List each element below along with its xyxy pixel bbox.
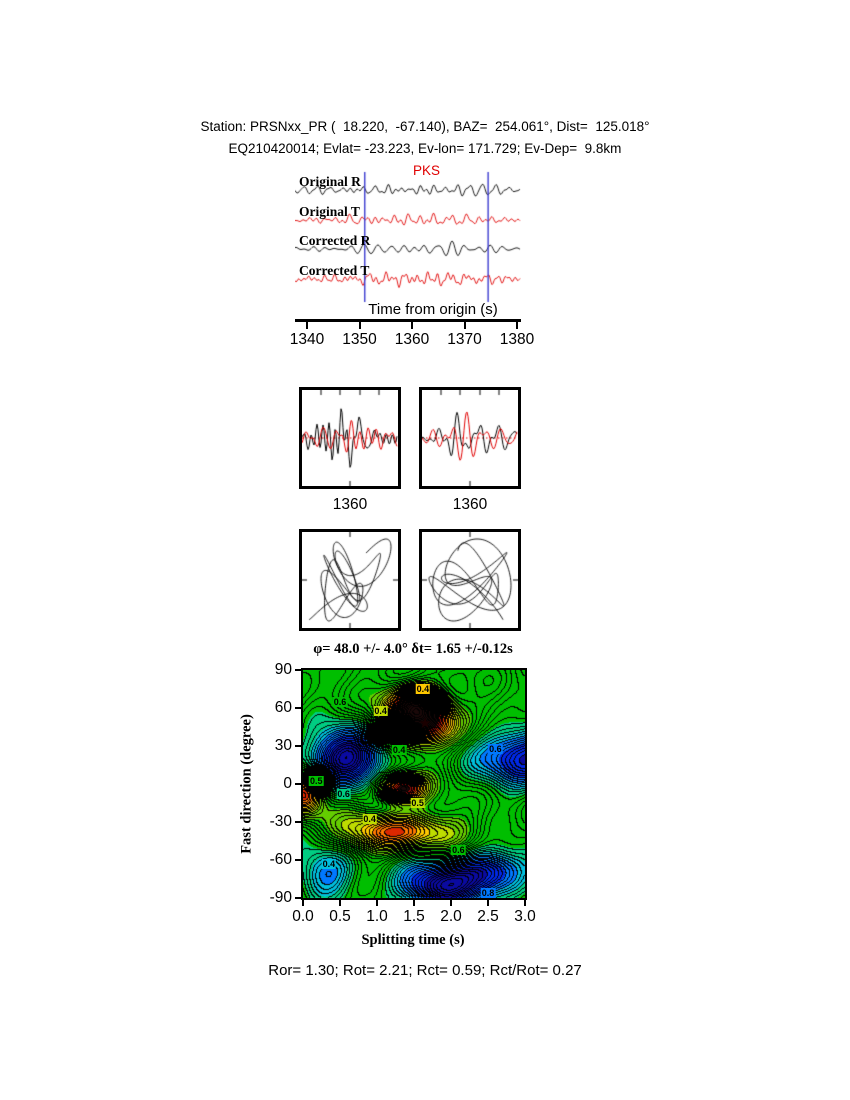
zoom-right-tick-label: 1360 bbox=[452, 496, 488, 513]
particle-motion-left bbox=[299, 529, 401, 631]
trace-label-original-r: Original R bbox=[299, 174, 361, 189]
misfit-y-tick-label: -60 bbox=[269, 851, 292, 868]
misfit-map-canvas bbox=[303, 670, 525, 898]
misfit-y-tick bbox=[295, 707, 301, 709]
misfit-x-tick bbox=[487, 900, 489, 906]
misfit-y-tick bbox=[295, 897, 301, 899]
contour-label: 0.4 bbox=[373, 705, 388, 716]
misfit-x-tick bbox=[302, 900, 304, 906]
time-axis-tick-label: 1350 bbox=[342, 331, 377, 348]
contour-label: 0.6 bbox=[332, 696, 348, 707]
contour-label: 0.8 bbox=[480, 887, 496, 898]
misfit-y-tick-label: 60 bbox=[274, 699, 292, 716]
zoom-window-right-canvas bbox=[422, 390, 518, 486]
misfit-y-tick bbox=[295, 821, 301, 823]
particle-motion-right bbox=[419, 529, 521, 631]
misfit-x-tick bbox=[339, 900, 341, 906]
misfit-map-xlabel: Splitting time (s) bbox=[361, 932, 465, 948]
zoom-left-tick-label: 1360 bbox=[332, 496, 368, 513]
misfit-x-tick bbox=[524, 900, 526, 906]
trace-label-original-t: Original T bbox=[299, 204, 360, 219]
contour-label: 0.6 bbox=[451, 844, 466, 855]
time-axis-tick-label: 1370 bbox=[447, 331, 482, 348]
station-header: Station: PRSNxx_PR ( 18.220, -67.140), B… bbox=[200, 119, 650, 134]
misfit-map-title: φ= 48.0 +/- 4.0° δt= 1.65 +/-0.12s bbox=[313, 641, 513, 657]
contour-label: 0.6 bbox=[488, 743, 503, 754]
contour-label: 0.4 bbox=[391, 744, 407, 755]
misfit-x-tick-label: 2.0 bbox=[440, 908, 462, 925]
misfit-x-tick-label: 1.0 bbox=[366, 908, 388, 925]
time-axis-line bbox=[295, 319, 521, 322]
zoom-window-left-canvas bbox=[302, 390, 398, 486]
misfit-y-tick-label: 30 bbox=[274, 737, 292, 754]
time-axis-tick bbox=[411, 322, 413, 329]
time-axis-tick bbox=[463, 322, 466, 329]
misfit-x-tick bbox=[413, 900, 415, 906]
misfit-x-tick-label: 3.0 bbox=[514, 908, 536, 925]
zoom-window-right bbox=[419, 387, 521, 489]
misfit-x-tick-label: 0.0 bbox=[292, 908, 314, 925]
misfit-y-tick bbox=[295, 669, 301, 671]
contour-label: 0.4 bbox=[415, 684, 431, 694]
time-axis-tick bbox=[306, 322, 308, 329]
time-axis-tick-label: 1360 bbox=[394, 331, 430, 348]
contour-label: 0.5 bbox=[410, 798, 425, 808]
misfit-x-tick bbox=[376, 900, 378, 906]
misfit-y-tick bbox=[295, 783, 301, 785]
misfit-y-tick bbox=[295, 859, 301, 861]
misfit-x-tick-label: 0.5 bbox=[329, 908, 351, 925]
contour-label: 0.4 bbox=[362, 814, 377, 825]
contour-label: 0.4 bbox=[321, 858, 337, 869]
particle-motion-left-canvas bbox=[302, 532, 398, 628]
misfit-y-tick-label: -30 bbox=[269, 813, 292, 830]
time-axis-tick-label: 1340 bbox=[289, 331, 325, 348]
misfit-x-tick bbox=[450, 900, 452, 906]
particle-motion-right-canvas bbox=[422, 532, 518, 628]
misfit-y-tick-label: 90 bbox=[274, 661, 292, 678]
time-axis-tick-label: 1380 bbox=[499, 331, 535, 348]
time-axis-tick bbox=[516, 322, 518, 329]
time-axis-title: Time from origin (s) bbox=[368, 301, 498, 318]
misfit-y-tick bbox=[295, 745, 301, 747]
trace-label-corrected-r: Corrected R bbox=[299, 233, 371, 248]
misfit-y-tick-label: -90 bbox=[269, 889, 292, 906]
result-stats: Ror= 1.30; Rot= 2.21; Rct= 0.59; Rct/Rot… bbox=[268, 962, 582, 979]
event-header: EQ210420014; Evlat= -23.223, Ev-lon= 171… bbox=[228, 141, 622, 156]
misfit-x-tick-label: 2.5 bbox=[477, 908, 499, 925]
misfit-y-tick-label: 0 bbox=[283, 775, 292, 792]
contour-label: 0.5 bbox=[309, 776, 324, 787]
zoom-window-left bbox=[299, 387, 401, 489]
trace-label-corrected-t: Corrected T bbox=[299, 263, 370, 278]
contour-label: 0.6 bbox=[336, 789, 351, 800]
record-section-canvas bbox=[295, 168, 521, 308]
misfit-x-tick-label: 1.5 bbox=[403, 908, 425, 925]
best-solution-star-marker: ★ bbox=[418, 715, 432, 733]
time-axis-tick bbox=[358, 322, 361, 329]
